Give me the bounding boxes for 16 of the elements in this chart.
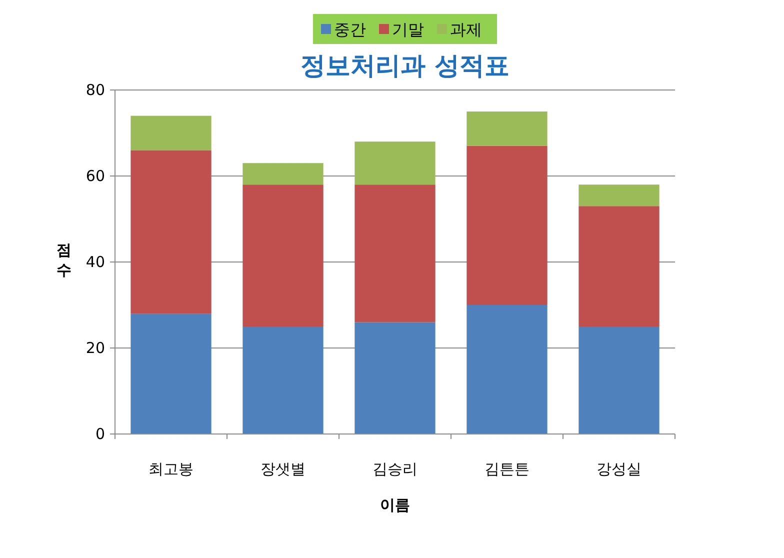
y-tick-label: 60: [86, 167, 105, 185]
legend-label: 과제: [450, 20, 482, 39]
y-axis-title: 점수: [56, 241, 72, 279]
legend-label: 중간: [334, 20, 366, 39]
y-tick-label: 0: [95, 425, 105, 443]
chart-title: 정보처리과 성적표: [300, 51, 510, 80]
x-tick-label: 김승리: [372, 460, 418, 478]
y-tick-label: 40: [86, 253, 105, 271]
x-tick-label: 최고봉: [148, 460, 194, 478]
legend-label: 기말: [392, 20, 424, 39]
y-tick-label: 20: [86, 339, 105, 357]
x-tick-label: 강성실: [596, 460, 642, 478]
x-tick-label: 김튼튼: [484, 460, 530, 478]
y-tick-label: 80: [86, 81, 105, 99]
x-axis-title: 이름: [380, 496, 410, 514]
x-tick-label: 장샛별: [260, 460, 306, 478]
